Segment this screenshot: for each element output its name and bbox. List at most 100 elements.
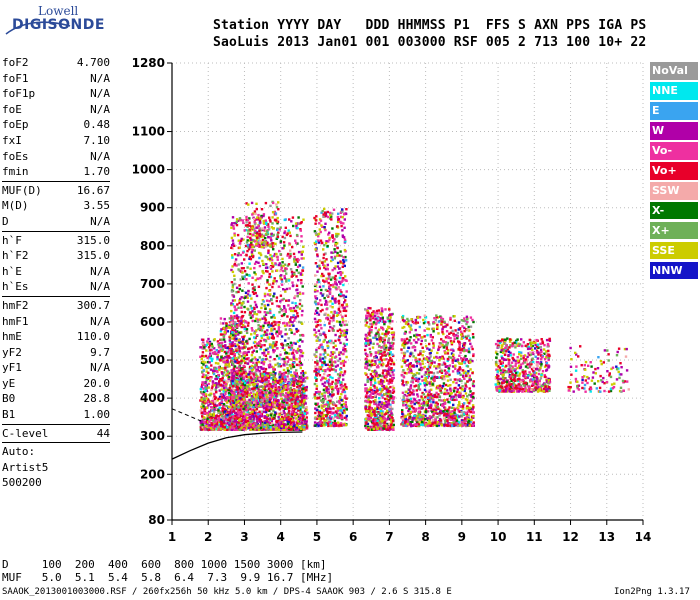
echo-point (251, 224, 254, 228)
echo-point (315, 396, 319, 400)
echo-point (236, 254, 240, 257)
echo-point (231, 418, 234, 421)
echo-point (232, 242, 235, 245)
echo-point (203, 420, 206, 423)
echo-point (295, 327, 298, 331)
param-name: fxI (2, 133, 22, 147)
echo-point (295, 420, 298, 423)
echo-point (339, 292, 342, 296)
echo-point (206, 376, 209, 380)
param-value: 300.7 (76, 298, 110, 312)
echo-point (248, 402, 251, 406)
echo-point (242, 407, 245, 411)
echo-point (343, 344, 347, 347)
echo-point (255, 260, 258, 264)
echo-point (289, 268, 293, 271)
echo-point (257, 344, 260, 347)
echo-point (255, 350, 258, 353)
y-tick-label: 80 (148, 513, 165, 527)
echo-point (260, 329, 264, 332)
echo-point (313, 417, 317, 420)
echo-point (253, 424, 257, 427)
echo-point (272, 244, 275, 247)
echo-point (325, 277, 328, 280)
echo-point (334, 301, 337, 304)
echo-point (283, 231, 286, 235)
echo-point (258, 404, 261, 407)
echo-point (336, 388, 339, 391)
echo-point (329, 319, 332, 323)
echo-point (337, 407, 340, 410)
echo-point (228, 365, 231, 368)
echo-point (223, 350, 227, 354)
echo-point (241, 383, 244, 386)
echo-point (253, 388, 256, 392)
echo-point (344, 404, 347, 407)
echo-point (230, 389, 233, 393)
echo-point (230, 268, 233, 272)
echo-point (337, 311, 340, 315)
echo-point (319, 230, 322, 234)
echo-point (283, 360, 286, 363)
echo-point (243, 424, 246, 427)
echo-point (251, 401, 254, 405)
echo-point (259, 419, 263, 422)
echo-point (230, 408, 234, 411)
echo-point (207, 428, 210, 431)
echo-point (215, 349, 218, 352)
echo-point (333, 422, 336, 425)
echo-point (320, 413, 323, 416)
param-row: foEs N/A (2, 149, 110, 165)
echo-point (243, 381, 247, 385)
echo-point (241, 414, 244, 418)
echo-point (288, 352, 291, 355)
echo-point (256, 390, 259, 393)
echo-point (340, 398, 343, 402)
echo-point (257, 424, 260, 427)
param-name: yF1 (2, 361, 22, 375)
echo-point (291, 245, 294, 249)
echo-point (287, 406, 291, 410)
echo-point (251, 310, 254, 313)
echo-point (330, 251, 333, 254)
echo-point (237, 423, 240, 426)
echo-point (323, 361, 326, 364)
echo-point (292, 417, 295, 420)
echo-point (234, 419, 238, 422)
echo-point (258, 377, 261, 381)
echo-point (316, 289, 319, 293)
echo-point (262, 300, 265, 303)
echo-point (249, 360, 252, 363)
echo-point (241, 399, 245, 403)
echo-point (250, 370, 254, 373)
echo-point (294, 241, 298, 245)
x-tick-label: 8 (421, 530, 429, 544)
echo-point (231, 303, 235, 306)
echo-point (244, 408, 247, 411)
echo-point (345, 418, 348, 421)
echo-point (231, 328, 234, 331)
echo-point (280, 397, 283, 400)
echo-point (314, 295, 317, 298)
echo-point (331, 227, 334, 230)
echo-point (274, 372, 277, 375)
echo-point (244, 413, 248, 416)
echo-point (205, 370, 208, 373)
echo-point (233, 428, 236, 431)
y-tick-label: 900 (140, 201, 165, 215)
echo-point (255, 373, 258, 377)
echo-point (234, 360, 237, 363)
echo-point (233, 278, 236, 281)
echo-point (252, 373, 255, 376)
param-value: N/A (90, 71, 110, 85)
echo-point (313, 290, 317, 293)
echo-point (225, 404, 228, 408)
echo-point (340, 409, 343, 412)
echo-point (233, 253, 237, 256)
echo-point (323, 395, 326, 398)
echo-point (325, 380, 329, 383)
echo-point (248, 294, 252, 297)
echo-point (230, 349, 233, 352)
echo-point (296, 347, 300, 351)
echo-point (270, 422, 274, 425)
